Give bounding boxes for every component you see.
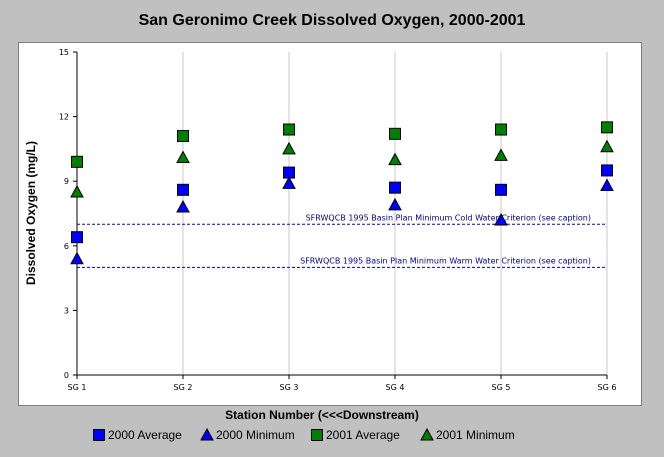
x-tick-label: SG 4 xyxy=(386,383,405,392)
data-point xyxy=(283,123,295,136)
data-point xyxy=(600,139,614,153)
y-tick-label: 15 xyxy=(59,48,69,57)
y-tick-label: 6 xyxy=(64,242,69,251)
x-axis-label: Station Number (<<<Downstream) xyxy=(225,408,419,422)
legend-marker xyxy=(200,428,214,441)
square-marker-icon xyxy=(93,429,105,441)
axis-layer: 0 3 6 9 12 15 SG 1 SG 2 SG 3 SG 4 SG 5 SG 6 xyxy=(59,48,617,392)
y-tick-label: 3 xyxy=(64,306,69,315)
x-tick-label: SG 1 xyxy=(68,383,87,392)
data-point xyxy=(601,164,613,177)
reference-line-label: SFRWQCB 1995 Basin Plan Minimum Warm Wat… xyxy=(300,256,591,265)
data-point xyxy=(282,141,296,155)
legend-marker xyxy=(93,429,105,441)
x-tick-label: SG 5 xyxy=(492,383,511,392)
legend-label: 2000 Average xyxy=(108,428,182,442)
data-point xyxy=(177,183,189,196)
data-point xyxy=(600,178,614,192)
chart-title: San Geronimo Creek Dissolved Oxygen, 200… xyxy=(138,12,526,29)
data-point xyxy=(388,152,402,166)
y-tick-label: 0 xyxy=(64,371,69,380)
x-tick-label: SG 2 xyxy=(174,383,193,392)
data-point xyxy=(389,127,401,140)
data-point xyxy=(70,184,84,198)
legend-marker xyxy=(311,429,323,441)
y-axis-label: Dissolved Oxygen (mg/L) xyxy=(24,140,38,286)
data-point xyxy=(494,148,508,161)
data-point xyxy=(601,121,613,134)
data-markers xyxy=(70,121,614,265)
reference-lines: SFRWQCB 1995 Basin Plan Minimum Cold Wat… xyxy=(77,213,607,268)
data-point xyxy=(495,123,507,136)
legend-label: 2001 Minimum xyxy=(436,428,515,442)
y-tick-label: 9 xyxy=(64,177,69,186)
x-tick-label: SG 3 xyxy=(280,383,299,392)
data-point xyxy=(388,197,402,211)
data-point xyxy=(71,231,83,244)
data-point xyxy=(176,199,190,213)
square-marker-icon xyxy=(311,429,323,441)
data-point xyxy=(70,251,84,265)
grid-layer xyxy=(182,52,608,375)
data-point xyxy=(71,155,83,168)
legend-marker xyxy=(420,428,434,441)
legend-label: 2001 Average xyxy=(326,428,400,442)
legend-label: 2000 Minimum xyxy=(216,428,295,442)
data-point xyxy=(389,181,401,194)
data-point xyxy=(282,176,296,189)
x-tick-label: SG 6 xyxy=(598,383,617,392)
triangle-marker-icon xyxy=(200,428,214,441)
reference-line-label: SFRWQCB 1995 Basin Plan Minimum Cold Wat… xyxy=(306,213,591,222)
data-point xyxy=(176,150,190,164)
data-point xyxy=(177,129,189,142)
y-tick-label: 12 xyxy=(59,113,69,122)
triangle-marker-icon xyxy=(420,428,434,441)
data-point xyxy=(495,183,507,196)
data-point xyxy=(494,212,508,226)
